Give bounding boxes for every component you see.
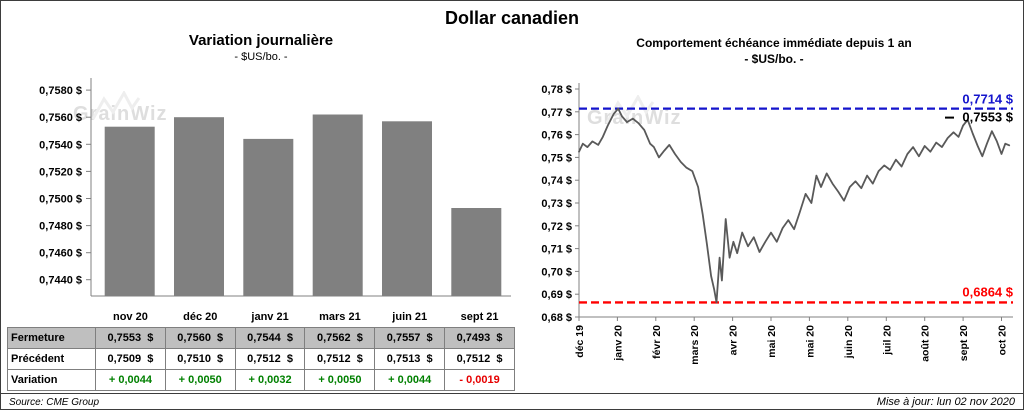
value-cell: 0,7562 $ [304,327,376,349]
svg-text:0,7460 $: 0,7460 $ [39,248,82,260]
value-cell: 0,7510 $ [164,348,236,370]
table-corner-cell [8,309,96,328]
month-header: nov 20 [112,311,148,323]
bar-chart-subtitle: - $US/bo. - [234,51,288,63]
table-row: Fermeture 0,7553 $0,7560 $0,7544 $0,7562 … [7,327,515,349]
svg-text:0,6864 $: 0,6864 $ [962,284,1013,299]
svg-text:0,7553 $: 0,7553 $ [962,110,1013,125]
bar-chart-svg: 0,7440 $ 0,7460 $ 0,7480 $ 0,7500 $ 0,7520 $… [39,78,511,297]
table-row: Précédent 0,7509 $0,7510 $0,7512 $0,7512 … [7,348,515,370]
month-header: mars 21 [319,311,361,323]
value-cell: + 0,0050 [304,369,376,391]
svg-text:mai 20: mai 20 [804,325,816,358]
value-cell: 0,7553 $ [95,327,166,349]
value-cell: 0,7560 $ [164,327,236,349]
svg-text:0,68 $: 0,68 $ [541,312,572,324]
value-cell: 0,7509 $ [95,348,166,370]
value-cell: 0,7512 $ [304,348,376,370]
table-row: Variation + 0,0044 + 0,0050 + 0,0032 + 0,005… [7,369,515,391]
svg-text:avr 20: avr 20 [728,325,740,356]
svg-text:janv 20: janv 20 [612,325,624,362]
svg-text:0,7714 $: 0,7714 $ [962,92,1013,107]
value-cell: + 0,0044 [95,369,166,391]
row-label: Fermeture [7,327,96,349]
source-note: Source: CME Group [9,397,100,408]
svg-text:juin 20: juin 20 [843,325,855,359]
svg-text:0,76 $: 0,76 $ [541,130,572,142]
svg-text:0,7520 $: 0,7520 $ [39,166,82,178]
svg-text:0,7580 $: 0,7580 $ [39,85,82,97]
footer-divider [1,393,1023,394]
svg-text:mars 20: mars 20 [689,325,701,365]
month-header: janv 21 [251,311,289,323]
row-label: Variation [7,369,96,391]
value-cell: - 0,0019 [444,369,515,391]
svg-text:0,7500 $: 0,7500 $ [39,194,82,206]
svg-text:0,75 $: 0,75 $ [541,152,572,164]
value-cell: 0,7544 $ [234,327,306,349]
line-chart-title: Comportement échéance immédiate depuis 1… [636,36,912,50]
svg-text:0,73 $: 0,73 $ [541,198,572,210]
month-header: sept 21 [460,311,499,323]
update-note: Mise à jour: lun 02 nov 2020 [876,396,1015,408]
svg-text:mai 20: mai 20 [766,325,778,358]
svg-text:févr 20: févr 20 [651,325,663,359]
svg-text:sept 20: sept 20 [958,325,970,361]
svg-text:0,72 $: 0,72 $ [541,221,572,233]
one-year-panel: Comportement échéance immédiate depuis 1… [529,35,1019,392]
svg-text:août 20: août 20 [920,325,932,362]
svg-text:0,69 $: 0,69 $ [541,289,572,301]
bar-chart: 0,7440 $ 0,7460 $ 0,7480 $ 0,7500 $ 0,7520 $… [7,64,515,309]
svg-text:0,78 $: 0,78 $ [541,84,572,96]
svg-text:0,77 $: 0,77 $ [541,107,572,119]
value-cell: 0,7512 $ [444,348,515,370]
svg-text:0,74 $: 0,74 $ [541,175,572,187]
page-title: Dollar canadien [444,8,580,28]
row-label: Précédent [7,348,96,370]
value-cell: 0,7513 $ [374,348,446,370]
svg-text:0,7440 $: 0,7440 $ [39,275,82,287]
month-header: juin 21 [392,311,428,323]
bar-chart-title: Variation journalière [188,32,334,49]
value-cell: 0,7512 $ [234,348,306,370]
month-header-row: nov 20 déc 20 janv 21 mars 21 juin 21 sept 21 [8,309,515,328]
svg-text:déc 19: déc 19 [574,325,586,358]
svg-text:0,7560 $: 0,7560 $ [39,112,82,124]
value-cell: + 0,0050 [164,369,236,391]
value-cell: 0,7557 $ [374,327,446,349]
daily-variation-panel: Variation journalière - $US/bo. - 0,7440… [7,32,515,391]
svg-text:0,7540 $: 0,7540 $ [39,139,82,151]
svg-text:0,7480 $: 0,7480 $ [39,221,82,233]
value-cell: 0,7493 $ [444,327,515,349]
line-chart-svg: 0,68 $ 0,69 $ 0,70 $ 0,71 $ 0,72 $ 0,73 $ 0,74… [541,83,1014,365]
value-cell: + 0,0044 [374,369,446,391]
value-cell: + 0,0032 [234,369,306,391]
price-table: nov 20 déc 20 janv 21 mars 21 juin 21 sept 21… [7,309,515,391]
line-chart-subtitle: - $US/bo. - [744,52,804,66]
svg-text:0,71 $: 0,71 $ [541,244,572,256]
svg-text:juil 20: juil 20 [881,325,893,356]
month-header: déc 20 [183,311,218,323]
svg-text:0,70 $: 0,70 $ [541,266,572,278]
line-chart: 0,68 $ 0,69 $ 0,70 $ 0,71 $ 0,72 $ 0,73 $ 0,74… [529,67,1019,392]
svg-text:oct 20: oct 20 [997,325,1009,356]
